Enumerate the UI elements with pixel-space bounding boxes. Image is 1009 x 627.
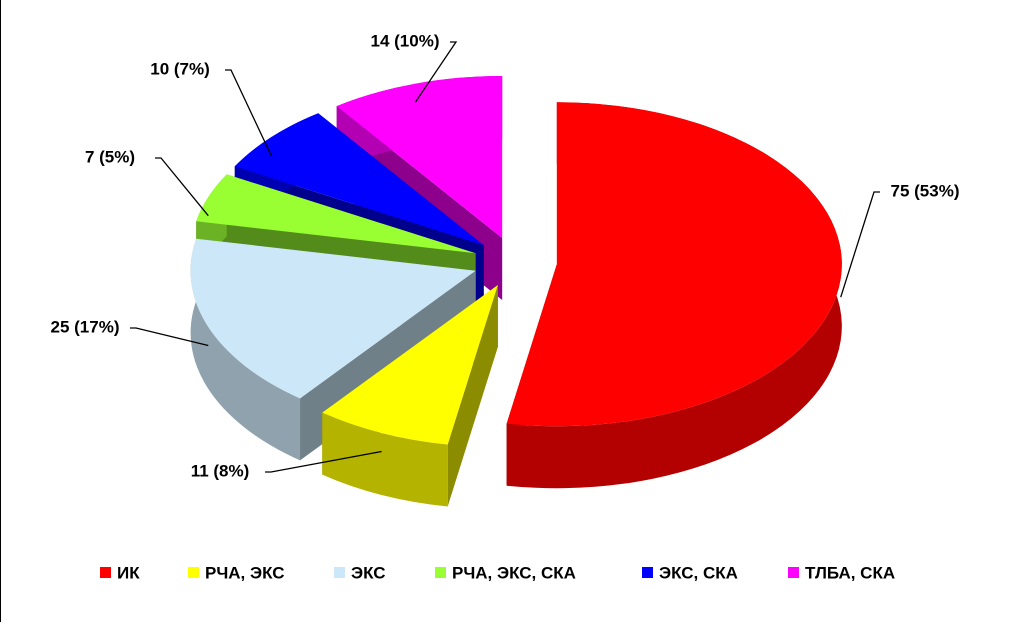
legend-swatch [435, 567, 446, 578]
legend-swatch [100, 567, 111, 578]
data-label: 11 (8%) [191, 461, 250, 480]
slice-top [190, 238, 476, 399]
leader-line [414, 41, 458, 103]
slice [506, 102, 842, 489]
slice-side [190, 238, 301, 461]
slice-top [322, 285, 498, 445]
slice [322, 285, 498, 507]
legend-label: РЧА, ЭКС [205, 563, 285, 582]
slice-top [336, 75, 503, 238]
slice-top [234, 113, 484, 246]
leader-line [155, 157, 209, 217]
legend: ИК РЧА, ЭКС ЭКС РЧА, ЭКС, СКА ЭКС, СКА ТЛБА, … [100, 563, 895, 582]
data-label: 25 (17%) [51, 317, 120, 336]
legend-swatch [188, 567, 199, 578]
slice-top [196, 174, 476, 254]
legend-label: ЭКС [351, 563, 386, 582]
data-label: 7 (5%) [85, 147, 135, 166]
leader-line [225, 69, 272, 157]
legend-label: РЧА, ЭКС, СКА [452, 563, 576, 582]
pie: 75 (53%) 11 (8%) 25 (17%) 7 (5%) 10 (7%) 14 (… [51, 31, 960, 507]
legend-swatch [788, 567, 799, 578]
legend-swatch [642, 567, 653, 578]
data-label: 10 (7%) [150, 59, 210, 78]
legend-label: ИК [117, 563, 140, 582]
slice-side [322, 412, 448, 507]
legend-label: ЭКС, СКА [659, 563, 738, 582]
leader-line [840, 191, 880, 298]
slice-top [506, 102, 842, 427]
data-label: 75 (53%) [891, 181, 960, 200]
data-label: 14 (10%) [371, 31, 440, 50]
legend-swatch [334, 567, 345, 578]
legend-label: ТЛБА, СКА [805, 563, 895, 582]
leader-line [130, 327, 209, 347]
leader-line [265, 450, 382, 473]
